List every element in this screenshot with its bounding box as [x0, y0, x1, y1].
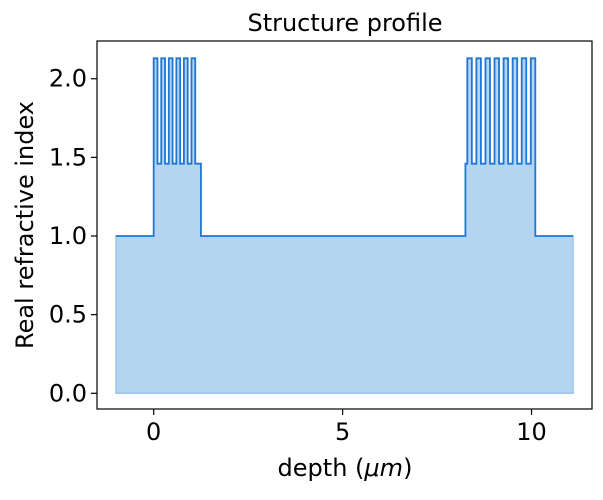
x-tick-label: 5 — [335, 418, 350, 446]
profile-line — [115, 57, 574, 237]
y-axis-label: Real refractive index — [11, 101, 39, 349]
y-tick-label: 2.0 — [49, 65, 87, 93]
y-tick-label: 0.0 — [49, 379, 87, 407]
x-axis-label-unit: μm — [363, 454, 403, 482]
x-tick-label: 10 — [516, 418, 547, 446]
axes-frame — [96, 40, 593, 410]
y-tick-label: 1.0 — [49, 222, 87, 250]
x-axis-label-suffix: ) — [403, 454, 412, 482]
chart-title: Structure profile — [247, 9, 442, 37]
y-tick-label: 1.5 — [49, 143, 87, 171]
y-tick-label: 0.5 — [49, 301, 87, 329]
x-axis-label-prefix: depth ( — [278, 454, 365, 482]
x-tick-label: 0 — [146, 418, 161, 446]
x-axis-label: depth (μm) — [278, 454, 413, 482]
tick-group: 0 5 10 0.0 0.5 1.0 1.5 2.0 — [49, 65, 547, 446]
plot-area — [115, 57, 574, 394]
